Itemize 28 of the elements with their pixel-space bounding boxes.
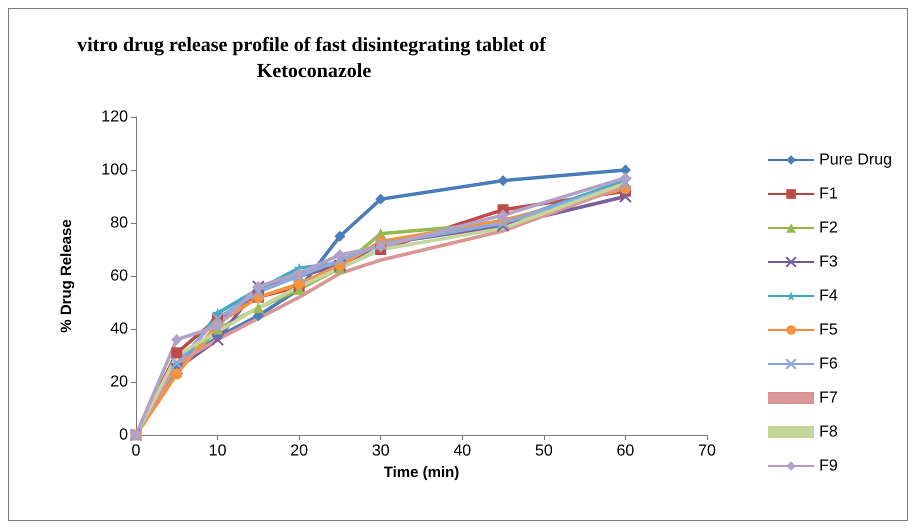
legend-label: F9 [819,458,838,474]
legend-label: F3 [819,254,838,270]
y-tick-label: 20 [110,374,128,390]
legend-label: F2 [819,220,838,236]
y-tick-label: 100 [101,162,128,178]
legend-label: F1 [819,186,838,202]
y-tick-label: 60 [110,268,128,284]
legend-label: F6 [819,356,838,372]
y-tick-label: 40 [110,320,128,338]
legend-label: F5 [819,322,838,338]
legend-label: F7 [819,390,838,406]
y-tick-label: 80 [110,214,128,232]
legend-label: Pure Drug [819,152,892,168]
y-axis-title: % Drug Release [58,219,75,333]
x-tick-label: 50 [534,442,553,460]
chart-title: vitro drug release profile of fast disintegrating tablet of Ketoconazole [77,34,551,82]
x-tick-label: 70 [698,442,716,460]
legend-label: F8 [819,424,838,440]
x-tick-label: 60 [616,442,634,460]
x-axis-title: Time (min) [384,464,460,481]
x-tick-label: 0 [132,442,141,460]
x-tick-label: 20 [290,442,308,460]
y-tick-label: 120 [101,108,128,126]
y-tick-label: 0 [119,426,128,444]
x-tick-label: 10 [208,442,227,460]
x-tick-label: 40 [453,442,472,460]
x-tick-label: 30 [372,442,390,460]
legend-label: F4 [819,288,838,304]
